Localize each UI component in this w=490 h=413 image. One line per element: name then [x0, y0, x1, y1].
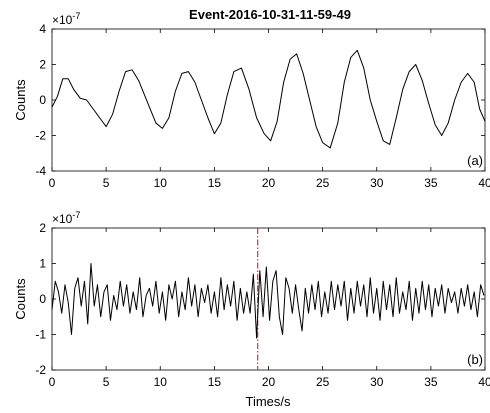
xtick-label-a: 5: [103, 176, 110, 190]
panel-label-a: (a): [467, 153, 483, 168]
xtick-label-b: 15: [208, 375, 222, 389]
ytick-label-a: 4: [39, 22, 46, 36]
ytick-label-b: -2: [35, 363, 46, 377]
xtick-label-b: 0: [49, 375, 56, 389]
panel-b: Counts ×10-7 (b) Times/s 0 5 10 15 20 25 30 35 4…: [13, 210, 490, 409]
ytick-label-a: 2: [39, 58, 46, 72]
xtick-label-b: 25: [316, 375, 330, 389]
xtick-label-a: 35: [424, 176, 438, 190]
ylabel-a: Counts: [13, 79, 28, 121]
xtick-label-a: 20: [262, 176, 276, 190]
xtick-label-a: 30: [370, 176, 384, 190]
xtick-label-b: 20: [262, 375, 276, 389]
ytick-label-b: -1: [35, 328, 46, 342]
ytick-label-b: 0: [39, 292, 46, 306]
ytick-label-a: -2: [35, 129, 46, 143]
xtick-label-a: 0: [49, 176, 56, 190]
ytick-label-a: 0: [39, 93, 46, 107]
xtick-label-b: 5: [103, 375, 110, 389]
xtick-label-b: 30: [370, 375, 384, 389]
xtick-label-a: 10: [154, 176, 168, 190]
xtick-label-a: 15: [208, 176, 222, 190]
waveform-line-a: [51, 49, 486, 149]
exponent-value-b: -7: [72, 210, 80, 220]
plot-area-a: [51, 28, 486, 172]
ytick-label-b: 1: [39, 257, 46, 271]
exponent-value-a: -7: [72, 11, 80, 21]
ylabel-b: Counts: [13, 278, 28, 320]
xtick-label-a: 25: [316, 176, 330, 190]
xlabel-b: Times/s: [245, 394, 291, 409]
panel-a: Counts ×10-7 (a) 0 5 10 15 20 25 30 35 40 -4-202…: [13, 11, 490, 190]
waveform-line-b: [51, 263, 485, 339]
panel-label-b: (b): [467, 352, 483, 367]
ytick-label-a: -4: [35, 164, 46, 178]
xtick-label-b: 35: [424, 375, 438, 389]
ytick-label-b: 2: [39, 221, 46, 235]
xtick-label-b: 10: [154, 375, 168, 389]
xtick-label-b: 40: [478, 375, 490, 389]
xtick-label-a: 40: [478, 176, 490, 190]
figure-title: Event-2016-10-31-11-59-49: [189, 7, 351, 22]
